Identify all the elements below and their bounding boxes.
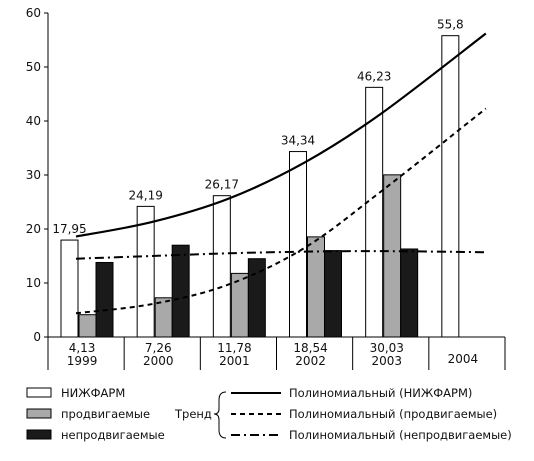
x-category-sublabel: 7,26 [145,341,172,355]
legend-trend-brace [213,391,227,439]
y-tick-label: 60 [26,6,41,20]
bar-nonpromoted [324,250,342,338]
y-tick-label: 50 [26,60,41,74]
x-category-label: 1999 [67,354,98,368]
bar-nizhpharm [60,239,79,338]
x-category-sublabel: 4,13 [69,341,96,355]
legend-swatch-promoted [26,408,52,419]
bar-value-label: 17,95 [52,222,86,236]
bar-nizhpharm [212,195,231,338]
legend-label: продвигаемые [61,407,150,421]
legend-trend-name: Полиномиальный (продвигаемые) [289,407,497,421]
bar-promoted [78,314,97,338]
y-tick-label: 30 [26,168,41,182]
bar-promoted [230,272,249,338]
x-category-sublabel: 11,78 [217,341,251,355]
y-tick-label: 0 [33,330,41,344]
x-category-sublabel: 18,54 [293,341,327,355]
x-category-label: 2003 [371,354,402,368]
trend-line-promoted [75,107,487,315]
legend-trend-name: Полиномиальный (непродвигаемые) [289,428,512,442]
bar-nizhpharm [136,205,155,338]
trend-line-nizhpharm [75,32,487,238]
bar-nizhpharm [441,35,460,338]
bar-value-label: 24,19 [128,188,162,202]
trend-line-nonpromoted [75,250,486,260]
x-category-sublabel: 30,03 [370,341,404,355]
x-category-label: 2001 [219,354,250,368]
bar-nonpromoted [95,261,114,338]
legend-label: непродвигаемые [61,428,165,442]
bar-nonpromoted [247,258,266,338]
bar-value-label: 26,17 [205,178,239,192]
bar-value-label: 55,8 [437,18,464,32]
x-category-label: 2002 [295,354,326,368]
bar-value-label: 46,23 [357,69,391,83]
x-category-label: 2000 [143,354,174,368]
x-category-label: 2004 [448,352,479,366]
y-tick-label: 20 [26,222,41,236]
bar-promoted [383,174,402,338]
y-tick-label: 40 [26,114,41,128]
bar-nizhpharm [365,86,384,338]
bar-nizhpharm [289,151,307,338]
y-tick-label: 10 [26,276,41,290]
legend-label: НИЖФАРМ [61,386,125,400]
bar-nonpromoted [400,248,419,338]
legend-trend-name: Полиномиальный (НИЖФАРМ) [289,386,472,400]
legend-swatch-nonpromoted [26,429,52,440]
bar-nonpromoted [171,244,190,338]
legend-swatch-nizhpharm [26,387,52,398]
legend-trend-label: Тренд [174,407,212,421]
bar-value-label: 34,34 [281,134,315,148]
